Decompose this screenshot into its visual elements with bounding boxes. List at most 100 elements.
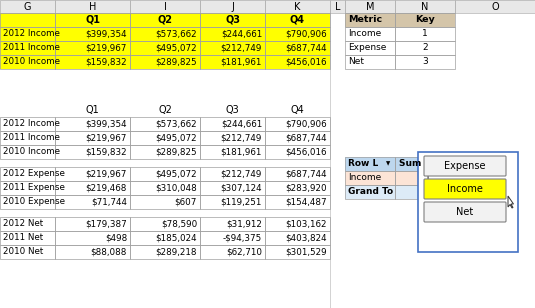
Polygon shape	[508, 196, 514, 208]
Bar	[200, 27, 265, 41]
Bar	[55, 181, 130, 195]
Bar	[55, 195, 130, 209]
Bar	[0, 231, 55, 245]
Bar	[55, 167, 130, 181]
Bar	[55, 0, 130, 13]
Bar	[55, 55, 130, 69]
Bar	[345, 171, 395, 185]
Bar	[265, 13, 330, 27]
Bar	[130, 131, 200, 145]
Bar	[55, 27, 130, 41]
Bar	[265, 167, 330, 181]
Bar	[395, 157, 460, 171]
Bar	[0, 13, 55, 27]
Text: $456,016: $456,016	[286, 148, 327, 156]
Text: 2010 Net: 2010 Net	[3, 248, 43, 257]
Bar	[130, 131, 200, 145]
Bar	[0, 167, 55, 181]
Text: L: L	[335, 2, 340, 11]
Bar	[395, 27, 455, 41]
Bar	[200, 27, 265, 41]
Bar	[200, 0, 265, 13]
Bar	[130, 231, 200, 245]
Text: K: K	[294, 2, 301, 11]
Text: $62,710: $62,710	[226, 248, 262, 257]
Bar	[395, 157, 460, 171]
Bar	[0, 41, 55, 55]
Bar	[130, 13, 200, 27]
Text: Q4: Q4	[290, 15, 305, 25]
Text: 2011 Expense: 2011 Expense	[3, 184, 65, 192]
Text: Q2: Q2	[157, 15, 172, 25]
Bar	[200, 131, 265, 145]
Text: N: N	[422, 2, 429, 11]
Bar	[200, 217, 265, 231]
Bar	[0, 195, 55, 209]
Bar	[265, 117, 330, 131]
Bar	[130, 55, 200, 69]
Bar	[0, 41, 55, 55]
Bar	[200, 117, 265, 131]
Text: $154,487: $154,487	[285, 197, 327, 206]
Bar	[55, 55, 130, 69]
Bar	[265, 0, 330, 13]
Text: Net: Net	[348, 58, 364, 67]
Bar	[130, 195, 200, 209]
Bar	[55, 231, 130, 245]
Text: Q4: Q4	[291, 105, 304, 115]
Bar	[345, 157, 395, 171]
Bar	[265, 41, 330, 55]
Text: Q2: Q2	[158, 105, 172, 115]
Bar	[395, 13, 455, 27]
Bar	[200, 117, 265, 131]
Text: $310,048: $310,048	[155, 184, 197, 192]
Bar	[200, 41, 265, 55]
Text: I: I	[164, 2, 166, 11]
Bar	[200, 55, 265, 69]
Text: $790,906: $790,906	[285, 120, 327, 128]
Bar	[200, 231, 265, 245]
Bar	[130, 231, 200, 245]
Bar	[130, 27, 200, 41]
Bar	[130, 41, 200, 55]
Bar	[200, 181, 265, 195]
Bar	[55, 217, 130, 231]
Text: $88,088: $88,088	[90, 248, 127, 257]
Bar	[330, 0, 345, 13]
Bar	[0, 117, 55, 131]
Text: Expense: Expense	[444, 161, 486, 171]
Text: $687,744: $687,744	[285, 43, 327, 52]
Bar	[330, 0, 345, 13]
Text: H: H	[89, 2, 96, 11]
Bar	[345, 27, 395, 41]
Bar	[55, 27, 130, 41]
Text: $403,824: $403,824	[285, 233, 327, 242]
Text: $495,072: $495,072	[155, 43, 197, 52]
Text: $301,529: $301,529	[285, 248, 327, 257]
Bar	[55, 145, 130, 159]
Bar	[55, 13, 130, 27]
Bar	[265, 13, 330, 27]
Bar	[200, 181, 265, 195]
Bar	[0, 181, 55, 195]
Text: O: O	[491, 2, 499, 11]
FancyBboxPatch shape	[424, 156, 506, 176]
Bar	[345, 55, 395, 69]
Bar	[130, 245, 200, 259]
Text: M: M	[366, 2, 374, 11]
Bar	[130, 13, 200, 27]
Text: $790,906: $790,906	[285, 30, 327, 38]
Text: Q3: Q3	[226, 105, 239, 115]
Text: Q3: Q3	[225, 15, 240, 25]
FancyBboxPatch shape	[424, 202, 506, 222]
Bar	[55, 181, 130, 195]
Text: $219,468: $219,468	[86, 184, 127, 192]
Bar	[0, 167, 55, 181]
Text: 1: 1	[422, 30, 428, 38]
Text: $179,387: $179,387	[85, 220, 127, 229]
Bar	[130, 41, 200, 55]
Bar	[0, 27, 55, 41]
Bar	[55, 245, 130, 259]
Text: G: G	[24, 2, 31, 11]
Text: 2011 Net: 2011 Net	[3, 233, 43, 242]
